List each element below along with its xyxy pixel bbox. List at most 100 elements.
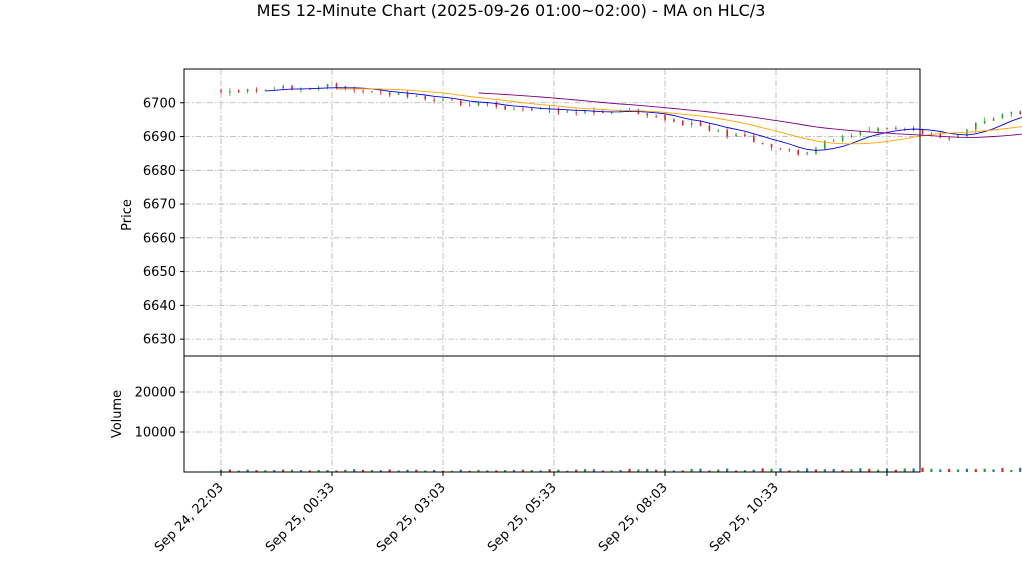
candle-body <box>912 129 915 131</box>
volume-bar <box>326 470 329 472</box>
candle-body <box>566 111 569 113</box>
volume-bar <box>370 470 374 472</box>
ma-line-1 <box>265 87 1022 151</box>
volume-bar <box>734 470 738 472</box>
volume-panel: 10000 20000 Volume <box>110 355 1022 473</box>
volume-bar <box>495 470 498 472</box>
candle-body <box>309 88 311 90</box>
volume-bar <box>814 469 818 472</box>
volume-bar <box>477 469 480 472</box>
volume-bar <box>877 469 880 472</box>
candle-body <box>246 89 249 92</box>
candle-body <box>415 95 418 97</box>
volume-bar <box>894 469 897 472</box>
volume-bar <box>637 469 640 472</box>
volume-bars <box>219 467 1022 472</box>
price-panel: 6630 6640 6650 6660 6670 6680 6690 6700 Price <box>120 68 1022 357</box>
volume-bar <box>655 469 658 472</box>
volume-bar <box>246 469 249 472</box>
price-frame <box>183 68 921 357</box>
candle-body <box>850 135 853 137</box>
candle-body <box>522 108 524 110</box>
candle-body <box>237 90 240 93</box>
candle-body <box>282 86 284 89</box>
price-tick-label: 6690 <box>143 130 176 145</box>
candle-body <box>220 90 222 92</box>
candle-body <box>388 92 391 96</box>
volume-bar <box>761 468 764 472</box>
volume-bar <box>805 468 809 472</box>
volume-bar <box>308 470 311 472</box>
candle-body <box>362 90 364 92</box>
candle-body <box>1019 111 1021 114</box>
volume-bar <box>699 468 702 472</box>
candle-body <box>1010 112 1013 114</box>
volume-bar <box>859 468 862 472</box>
volume-bar <box>948 468 951 472</box>
volume-bar <box>1001 468 1004 472</box>
volume-bar <box>433 469 436 472</box>
volume-bar <box>965 468 969 472</box>
volume-bar <box>539 470 542 472</box>
candle-body <box>451 99 453 101</box>
volume-bar <box>530 470 533 472</box>
volume-bar <box>912 468 915 472</box>
candle-body <box>957 135 959 138</box>
candle-body <box>797 150 799 155</box>
candle-body <box>735 134 737 137</box>
candle-body <box>264 89 267 91</box>
chart-title: MES 12-Minute Chart (2025-09-26 01:00~02… <box>257 1 766 20</box>
price-tick-label: 6700 <box>143 96 176 111</box>
candle-body <box>477 103 480 106</box>
volume-bar <box>681 470 684 472</box>
candle-body <box>513 108 515 110</box>
volume-bar <box>726 468 729 472</box>
volume-bar <box>504 470 507 472</box>
price-tick-label: 6650 <box>143 265 176 280</box>
volume-bar <box>628 468 631 472</box>
volume-bar <box>450 470 453 472</box>
volume-bar <box>797 470 800 472</box>
volume-bar <box>255 470 258 472</box>
candle-body <box>992 118 995 121</box>
volume-bar <box>708 470 711 472</box>
candle-body <box>824 140 826 149</box>
candle-body <box>966 129 968 137</box>
x-tick-label: Sep 25, 03:03 <box>374 480 449 555</box>
volume-bar <box>441 470 445 472</box>
price-axis-label: Price <box>120 199 135 231</box>
candle-body <box>433 100 435 101</box>
volume-bar <box>237 470 240 472</box>
candle-body <box>371 91 373 92</box>
volume-bar <box>868 468 871 472</box>
volume-bar <box>1019 467 1022 472</box>
candle-body <box>397 93 400 95</box>
candle-body <box>504 106 506 110</box>
candle-body <box>939 132 942 138</box>
volume-bar <box>228 469 231 472</box>
volume-bar <box>335 470 338 472</box>
volume-bar <box>610 470 613 472</box>
candle-body <box>886 128 888 130</box>
candle-body <box>788 149 791 150</box>
volume-bar <box>903 468 906 472</box>
ma-line-3 <box>478 92 1022 138</box>
volume-bar <box>983 468 986 472</box>
candle-body <box>664 115 666 120</box>
candle-body <box>619 110 622 113</box>
candle-body <box>877 127 879 132</box>
price-tick-label: 6630 <box>143 333 176 348</box>
volume-bar <box>939 469 942 472</box>
candle-body <box>602 112 604 113</box>
candle-body <box>699 122 702 126</box>
price-y-ticks: 6630 6640 6650 6660 6670 6680 6690 6700 <box>143 96 184 348</box>
candle-body <box>779 148 782 150</box>
x-tick-label: Sep 25, 00:33 <box>263 480 338 555</box>
volume-bar <box>672 470 675 472</box>
volume-bar <box>832 468 835 472</box>
volume-bar <box>1010 470 1013 472</box>
candle-body <box>708 125 711 131</box>
candle-body <box>344 86 347 89</box>
volume-bar <box>956 469 960 472</box>
